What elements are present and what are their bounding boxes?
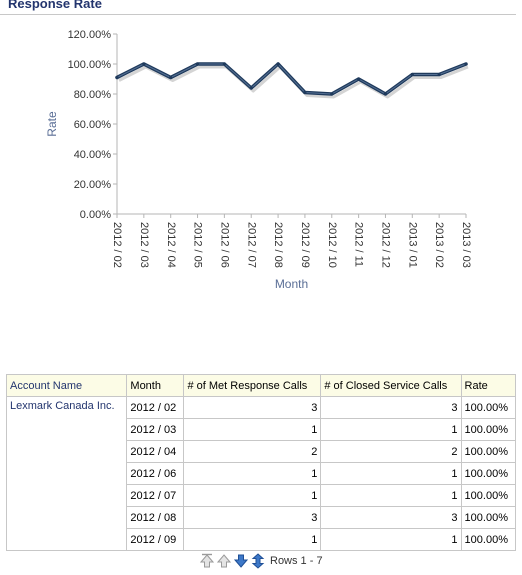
next-page-icon[interactable] bbox=[233, 553, 249, 569]
rate-cell: 100.00% bbox=[460, 440, 517, 463]
met-calls-cell: 1 bbox=[183, 528, 322, 551]
previous-page-icon[interactable] bbox=[216, 553, 232, 569]
title-divider bbox=[0, 14, 516, 15]
series-point bbox=[222, 62, 226, 66]
month-cell: 2012 / 08 bbox=[126, 506, 185, 529]
header-closed-service-calls: # of Closed Service Calls bbox=[320, 374, 462, 397]
rate-cell: 100.00% bbox=[460, 484, 517, 507]
y-tick-label: 60.00% bbox=[74, 119, 112, 131]
closed-calls-cell: 1 bbox=[320, 418, 462, 441]
x-tick-label: 2012 / 06 bbox=[218, 222, 230, 268]
y-axis-title: Rate bbox=[45, 111, 59, 137]
table-row: 2012 / 07 1 1 100.00% bbox=[7, 484, 517, 507]
y-tick-label: 40.00% bbox=[74, 149, 112, 161]
header-month: Month bbox=[126, 374, 185, 397]
met-calls-cell: 3 bbox=[183, 396, 322, 419]
closed-calls-cell: 1 bbox=[320, 528, 462, 551]
rate-cell: 100.00% bbox=[460, 396, 517, 419]
account-name-link[interactable]: Lexmark Canada Inc. bbox=[5, 396, 128, 551]
x-tick-label: 2012 / 02 bbox=[111, 222, 123, 268]
x-tick-label: 2012 / 11 bbox=[353, 222, 365, 267]
closed-calls-cell: 1 bbox=[320, 484, 462, 507]
x-tick-label: 2012 / 03 bbox=[138, 222, 150, 268]
x-tick-label: 2012 / 09 bbox=[299, 222, 311, 268]
series-point bbox=[357, 77, 361, 81]
table-row: 2012 / 03 1 1 100.00% bbox=[7, 418, 517, 441]
x-tick-label: 2013 / 03 bbox=[460, 222, 472, 268]
y-tick-label: 20.00% bbox=[74, 179, 112, 191]
closed-calls-cell: 3 bbox=[320, 396, 462, 419]
pagination-bar: Rows 1 - 7 bbox=[199, 553, 323, 569]
section-title: Response Rate bbox=[8, 0, 102, 11]
x-tick-label: 2012 / 04 bbox=[165, 222, 177, 268]
y-tick-label: 100.00% bbox=[68, 59, 112, 71]
y-tick-label: 80.00% bbox=[74, 89, 112, 101]
met-calls-cell: 1 bbox=[183, 462, 322, 485]
x-tick-label: 2012 / 07 bbox=[245, 222, 257, 268]
x-tick-label: 2013 / 02 bbox=[433, 222, 445, 268]
y-tick-label: 0.00% bbox=[80, 209, 111, 221]
response-rate-table: Account Name Month # of Met Response Calls… bbox=[5, 374, 517, 551]
header-met-response-calls: # of Met Response Calls bbox=[183, 374, 322, 397]
met-calls-cell: 1 bbox=[183, 418, 322, 441]
x-tick-label: 2013 / 01 bbox=[406, 222, 418, 268]
closed-calls-cell: 3 bbox=[320, 506, 462, 529]
series-point bbox=[383, 92, 388, 96]
series-line-highlight bbox=[116, 63, 467, 95]
x-axis-title: Month bbox=[275, 277, 308, 291]
rate-cell: 100.00% bbox=[460, 462, 517, 485]
table-row: 2012 / 09 1 1 100.00% bbox=[7, 528, 517, 551]
table-row: Lexmark Canada Inc. 2012 / 02 3 3 100.00% bbox=[5, 396, 517, 551]
header-account-name: Account Name bbox=[5, 374, 128, 397]
series-point bbox=[464, 62, 468, 66]
table-row: 2012 / 08 3 3 100.00% bbox=[7, 506, 517, 529]
month-cell: 2012 / 07 bbox=[126, 484, 185, 507]
month-cell: 2012 / 03 bbox=[126, 418, 185, 441]
x-tick-label: 2012 / 12 bbox=[380, 222, 392, 268]
series-point bbox=[195, 62, 200, 66]
met-calls-cell: 1 bbox=[183, 484, 322, 507]
series-point bbox=[303, 90, 307, 95]
closed-calls-cell: 2 bbox=[320, 440, 462, 463]
all-rows-icon[interactable] bbox=[251, 553, 265, 569]
table-row: 2012 / 04 2 2 100.00% bbox=[7, 440, 517, 463]
x-tick-label: 2012 / 10 bbox=[326, 222, 338, 268]
x-tick-label: 2012 / 05 bbox=[192, 222, 204, 268]
met-calls-cell: 3 bbox=[183, 506, 322, 529]
series-point bbox=[437, 72, 441, 77]
series-point bbox=[115, 75, 119, 80]
month-cell: 2012 / 09 bbox=[126, 528, 185, 551]
rate-cell: 100.00% bbox=[460, 418, 517, 441]
met-calls-cell: 2 bbox=[183, 440, 322, 463]
table-header-row: Account Name Month # of Met Response Calls… bbox=[5, 374, 517, 397]
closed-calls-cell: 1 bbox=[320, 462, 462, 485]
series-point bbox=[142, 62, 146, 66]
first-page-icon[interactable] bbox=[199, 553, 215, 569]
response-rate-chart: 0.00% 20.00% 40.00% 60.00% 80.00% 100.00% 120.… bbox=[45, 29, 472, 291]
rate-cell: 100.00% bbox=[460, 506, 517, 529]
series-point bbox=[330, 92, 334, 96]
header-rate: Rate bbox=[460, 374, 517, 397]
month-cell: 2012 / 04 bbox=[126, 440, 185, 463]
month-cell: 2012 / 02 bbox=[126, 396, 185, 419]
rate-cell: 100.00% bbox=[460, 528, 517, 551]
series-point bbox=[169, 75, 173, 80]
month-cell: 2012 / 06 bbox=[126, 462, 185, 485]
series-point bbox=[249, 86, 253, 90]
rows-range-label: Rows 1 - 7 bbox=[270, 555, 323, 567]
series-point bbox=[276, 62, 280, 66]
series-point bbox=[410, 72, 414, 77]
y-tick-label: 120.00% bbox=[68, 29, 112, 41]
x-tick-label: 2012 / 08 bbox=[272, 222, 284, 268]
